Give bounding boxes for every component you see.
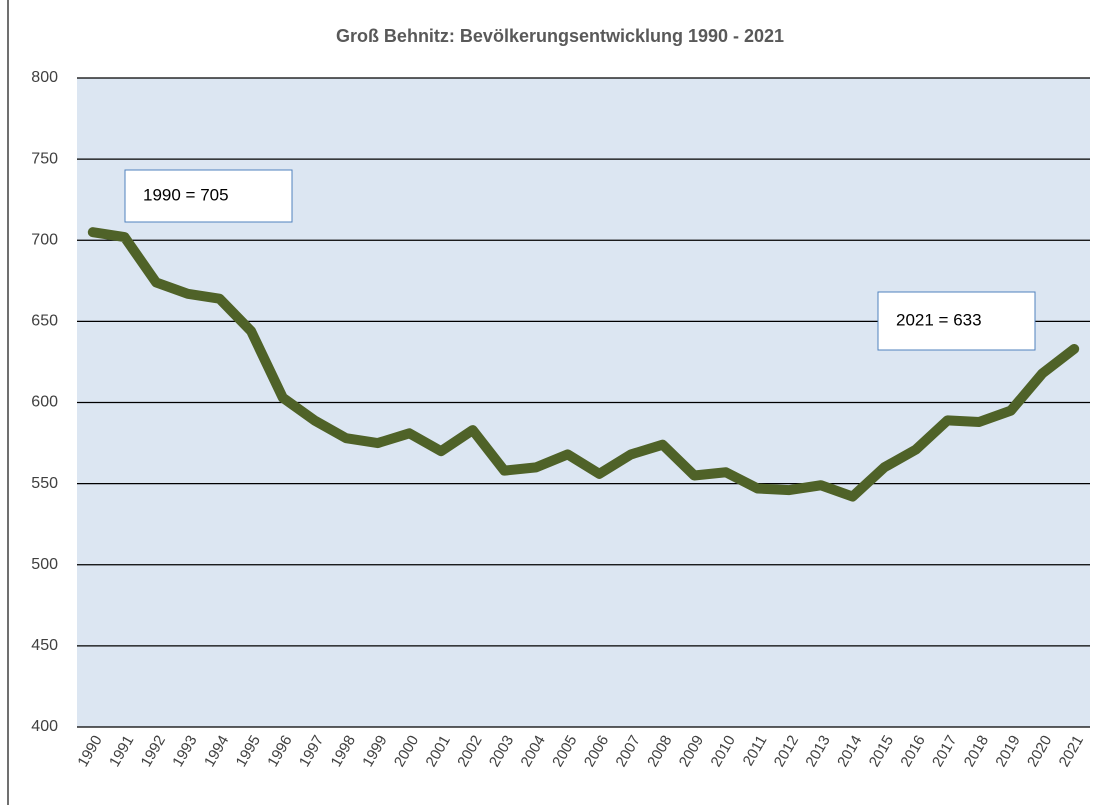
y-tick-label: 800 [31, 69, 58, 86]
x-tick-label: 2006 [581, 732, 612, 769]
data-line [87, 227, 1080, 502]
x-tick-label: 1998 [328, 732, 359, 769]
x-tick-label: 2020 [1024, 732, 1055, 769]
x-tick-label: 2004 [518, 732, 549, 769]
x-tick-label: 1999 [359, 732, 390, 769]
y-tick-label: 650 [31, 313, 58, 330]
y-tick-label: 700 [31, 231, 58, 248]
x-tick-label: 2001 [423, 732, 454, 769]
annotation: 1990 = 705 [143, 185, 229, 204]
x-tick-label: 2005 [549, 732, 580, 769]
x-tick-label: 2018 [961, 732, 992, 769]
y-tick-label: 600 [31, 394, 58, 411]
x-tick-label: 1995 [233, 732, 264, 769]
x-tick-label: 2019 [992, 732, 1023, 769]
x-tick-label: 1990 [74, 732, 105, 769]
x-tick-label: 2007 [612, 732, 643, 769]
x-tick-label: 2013 [802, 732, 833, 769]
y-tick-label: 400 [31, 718, 58, 735]
annotation-box [124, 169, 293, 223]
x-tick-label: 2021 [1056, 732, 1087, 769]
x-tick-label: 2002 [454, 732, 485, 769]
x-tick-label: 1994 [201, 732, 232, 769]
x-tick-label: 2011 [740, 732, 771, 768]
x-tick-label: 2015 [866, 732, 897, 769]
x-tick-label: 1996 [264, 732, 295, 769]
x-tick-label: 2009 [676, 732, 707, 769]
x-tick-label: 2016 [897, 732, 928, 769]
x-tick-label: 2000 [391, 732, 422, 769]
y-tick-label: 450 [31, 637, 58, 654]
chart-title: Groß Behnitz: Bevölkerungsentwicklung 19… [336, 26, 784, 46]
x-tick-label: 2014 [834, 732, 865, 769]
x-tick-label: 2003 [486, 732, 517, 769]
y-tick-label: 550 [31, 475, 58, 492]
x-tick-label: 2008 [644, 732, 675, 769]
x-tick-label: 1991 [106, 732, 137, 769]
x-tick-label: 2010 [707, 732, 738, 769]
x-tick-label: 2012 [771, 732, 802, 769]
x-tick-label: 1992 [138, 732, 169, 769]
y-tick-label: 500 [31, 556, 58, 573]
x-tick-label: 1997 [296, 732, 327, 769]
annotation-box [877, 291, 1036, 351]
x-tick-label: 1993 [169, 732, 200, 769]
annotation: 2021 = 633 [896, 310, 982, 329]
y-tick-label: 750 [31, 150, 58, 167]
x-tick-label: 2017 [929, 732, 960, 769]
